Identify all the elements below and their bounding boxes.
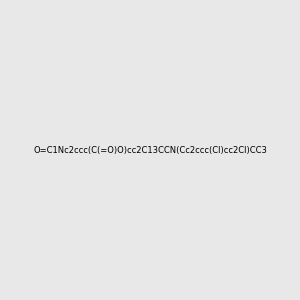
Text: O=C1Nc2ccc(C(=O)O)cc2C13CCN(Cc2ccc(Cl)cc2Cl)CC3: O=C1Nc2ccc(C(=O)O)cc2C13CCN(Cc2ccc(Cl)cc… bbox=[33, 146, 267, 154]
